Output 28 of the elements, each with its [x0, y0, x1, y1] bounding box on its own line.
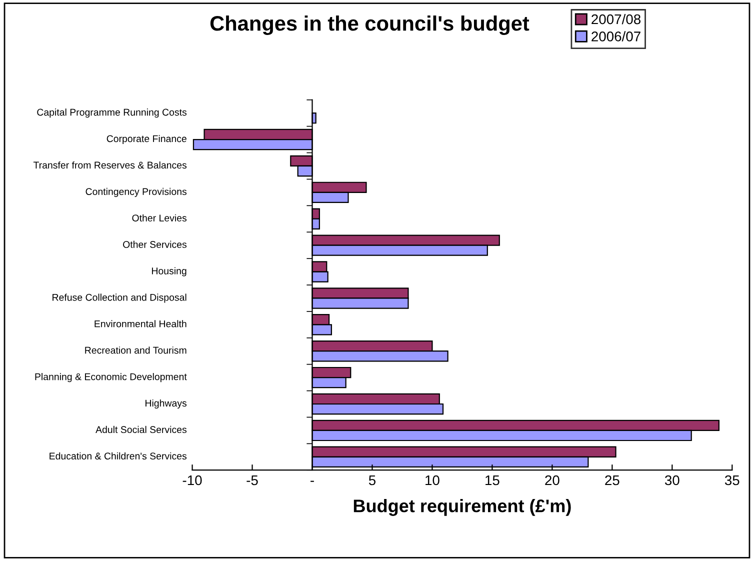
y-tick-label: Recreation and Tourism [85, 346, 186, 354]
y-tick-label: Highways [146, 399, 187, 409]
chart-title: Changes in the council's budget [210, 15, 530, 35]
y-tick-label: Planning & Economic Development [35, 373, 187, 382]
x-tick-label: 5 [368, 475, 376, 486]
x-tick-label: 35 [724, 475, 740, 486]
y-tick-label: Transfer from Reserves & Balances [33, 161, 187, 169]
x-tick-label: 25 [605, 475, 620, 486]
y-tick-label: Housing [152, 267, 186, 276]
legend-label: 2006/07 [592, 31, 640, 42]
y-tick-label: Adult Social Services [96, 426, 187, 434]
x-tick-label: 20 [545, 475, 560, 486]
x-tick-label: 10 [426, 475, 440, 486]
y-tick-label: Corporate Finance [106, 134, 186, 144]
x-tick-label: - [310, 480, 314, 482]
x-tick-label: 15 [486, 475, 500, 486]
y-tick-label: Other Services [123, 240, 187, 248]
legend-label: 2007/08 [592, 14, 640, 24]
y-tick-label: Environmental Health [94, 320, 186, 328]
y-tick-label: Refuse Collection and Disposal [52, 294, 186, 303]
x-axis-title: Budget requirement (£'m) [354, 499, 571, 516]
y-tick-label: Capital Programme Running Costs [37, 108, 187, 118]
y-tick-label: Education & Children's Services [50, 452, 187, 460]
y-tick-label: Other Levies [132, 214, 187, 222]
x-tick-label: -5 [246, 475, 258, 486]
x-tick-label: 30 [664, 475, 680, 486]
x-tick-label: -10 [182, 475, 202, 486]
y-tick-label: Contingency Provisions [86, 188, 187, 197]
